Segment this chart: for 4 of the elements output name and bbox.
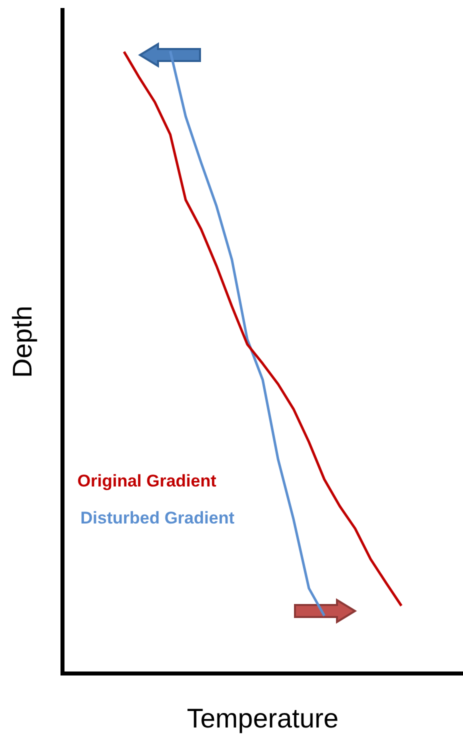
y-axis-title: Depth [8,306,38,378]
text: Disturbed Gradient [80,508,235,528]
text: Original Gradient [77,471,217,490]
x-axis-title: Temperature [186,703,338,734]
